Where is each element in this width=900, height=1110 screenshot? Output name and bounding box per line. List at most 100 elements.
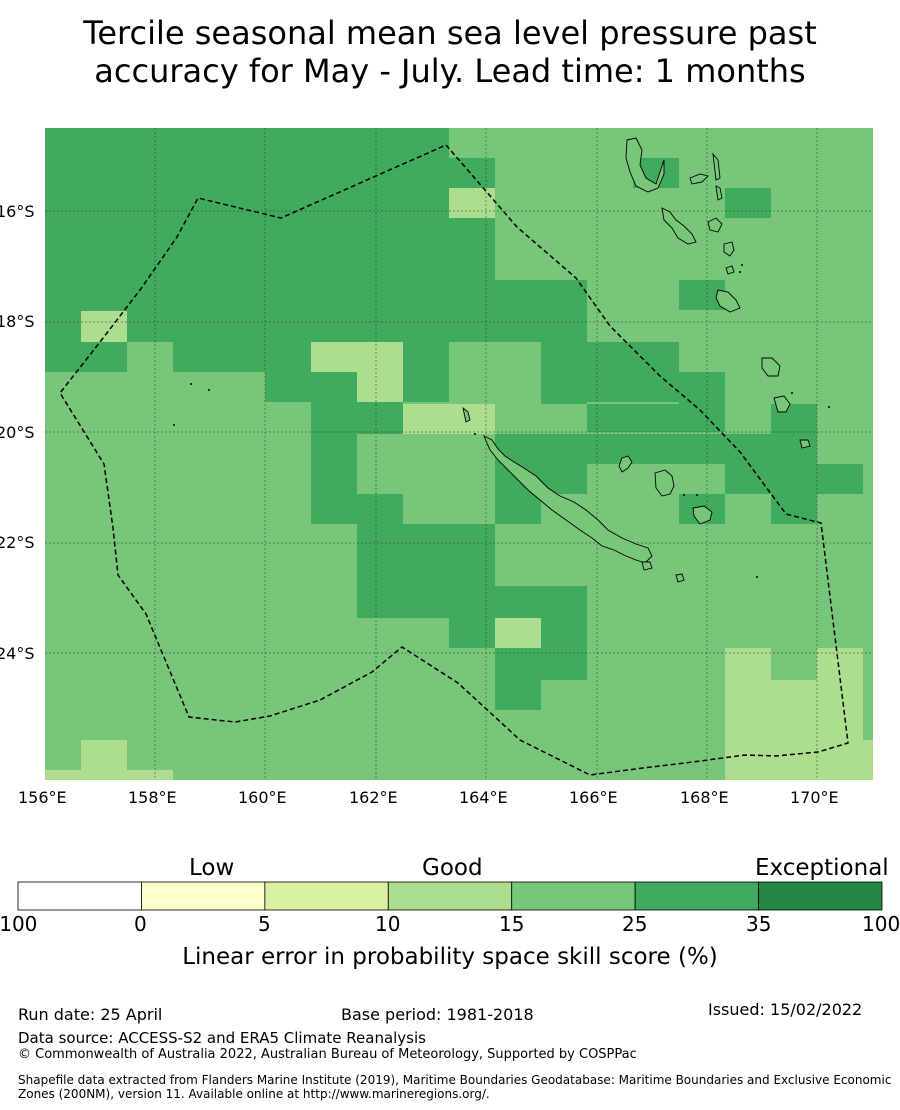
skill-cell-25-35: [449, 158, 495, 188]
skill-cell-10-15: [81, 311, 127, 342]
skill-cell-10-15: [725, 740, 873, 780]
skill-cell-25-35: [173, 342, 311, 372]
skill-cell-10-15: [495, 618, 541, 648]
graticule: [45, 128, 873, 780]
skill-cell-25-35: [357, 494, 403, 524]
islands: [462, 137, 811, 583]
skill-cell-25-35: [541, 618, 587, 650]
lon-label: 160°E: [238, 788, 287, 807]
lat-label: 18°S: [0, 312, 35, 331]
skill-cell-25-35: [495, 680, 541, 710]
colorbar-tick: 100: [862, 912, 900, 936]
colorbar-tick: 35: [746, 912, 772, 936]
skill-cell-10-15: [357, 372, 403, 402]
colorbar-tick: 10: [375, 912, 401, 936]
colorbar-tick: 15: [499, 912, 525, 936]
island-loyalty-mare: [692, 505, 713, 525]
tier-label-good: Good: [422, 855, 483, 881]
colorbar-label: Linear error in probability space skill …: [182, 944, 718, 970]
skill-cell-25-35: [127, 311, 587, 342]
colorbar-segment: [634, 881, 759, 911]
title-line-1: Tercile seasonal mean sea level pressure…: [83, 14, 817, 52]
skill-cell-25-35: [45, 188, 449, 218]
island-maewo: [715, 185, 723, 201]
skill-cell-25-35: [541, 342, 587, 404]
skill-cell-25-35: [403, 342, 449, 402]
skill-cell-10-15: [311, 342, 403, 372]
skill-cell-25-35: [725, 464, 863, 494]
skill-cell-25-35: [541, 434, 587, 464]
island-espiritu-santo: [625, 137, 665, 193]
lon-label: 156°E: [18, 788, 67, 807]
island-efate: [715, 289, 741, 313]
shapefile-credit: Shapefile data extracted from Flanders M…: [18, 1073, 892, 1101]
lon-label: 168°E: [680, 788, 729, 807]
lat-label: 22°S: [0, 533, 35, 552]
skill-cell-25-35: [311, 434, 357, 524]
lon-label: 164°E: [459, 788, 508, 807]
tier-label-low: Low: [189, 855, 235, 881]
skill-map: [45, 128, 873, 780]
skill-cell-10-15: [45, 770, 173, 780]
title-line-2: accuracy for May - July. Lead time: 1 mo…: [94, 52, 806, 90]
colorbar-segment: [17, 881, 142, 911]
colorbar-segment: [141, 881, 266, 911]
colorbar: [17, 881, 883, 911]
island-erromango: [761, 357, 781, 377]
skill-cell-25-35: [771, 404, 817, 464]
small-islets: [173, 264, 830, 578]
skill-cell-25-35: [587, 404, 725, 432]
colorbar-segment: [264, 881, 389, 911]
skill-cell-10-15: [725, 648, 771, 740]
island-belep: [462, 406, 471, 423]
lon-label: 162°E: [349, 788, 398, 807]
skill-cell-25-35: [495, 494, 541, 524]
colorbar-segment: [387, 881, 513, 911]
issued-date: Issued: 15/02/2022: [708, 1000, 863, 1019]
lon-label: 158°E: [128, 788, 177, 807]
colorbar-segment: [511, 881, 636, 911]
copyright: © Commonwealth of Australia 2022, Austra…: [18, 1047, 637, 1062]
colorbar-tick: 5: [258, 912, 271, 936]
colorbar-tick: -100: [0, 912, 38, 936]
lat-label: 20°S: [0, 423, 35, 442]
colorbar-segment: [758, 881, 883, 911]
skill-cell-25-35: [725, 188, 771, 218]
skill-cell-25-35: [449, 618, 495, 648]
data-source: Data source: ACCESS-S2 and ERA5 Climate …: [18, 1029, 426, 1047]
island-epi: [723, 241, 735, 257]
skill-cell-25-35: [679, 372, 725, 404]
skill-cell-25-35: [403, 586, 587, 618]
island-pentecost: [712, 152, 721, 181]
lon-label: 166°E: [569, 788, 618, 807]
island-isle-of-pines: [641, 561, 653, 571]
skill-cell-10-15: [817, 648, 863, 740]
skill-cell-25-35: [587, 342, 679, 402]
base-period: Base period: 1981-2018: [341, 1005, 534, 1024]
skill-cell-25-35: [45, 311, 81, 342]
lat-label: 16°S: [0, 202, 35, 221]
colorbar-tick: 25: [622, 912, 648, 936]
island-walpole: [675, 573, 685, 583]
island-tanna: [773, 395, 791, 413]
skill-cell-25-35: [311, 402, 403, 434]
skill-cells: [45, 128, 873, 780]
tier-label-exceptional: Exceptional: [755, 855, 889, 881]
skill-cell-25-35: [45, 342, 127, 372]
skill-cell-25-35: [45, 158, 449, 188]
skill-cell-25-35: [495, 648, 587, 680]
skill-cell-10-15: [771, 680, 817, 740]
island-loyalty-ouvea: [618, 455, 633, 473]
lat-label: 24°S: [0, 644, 35, 663]
chart-title: Tercile seasonal mean sea level pressure…: [0, 14, 900, 90]
island-malekula: [661, 207, 697, 245]
skill-cell-25-35: [45, 218, 495, 280]
eez-boundary: [59, 144, 849, 776]
skill-cell-10-15: [449, 188, 495, 218]
island-aneityum: [799, 439, 811, 449]
island-ambae: [689, 173, 709, 185]
island-new-caledonia: [483, 435, 653, 564]
island-ambrym: [707, 217, 723, 233]
island-loyalty-lifou: [654, 469, 675, 497]
colorbar-tick: 0: [134, 912, 147, 936]
